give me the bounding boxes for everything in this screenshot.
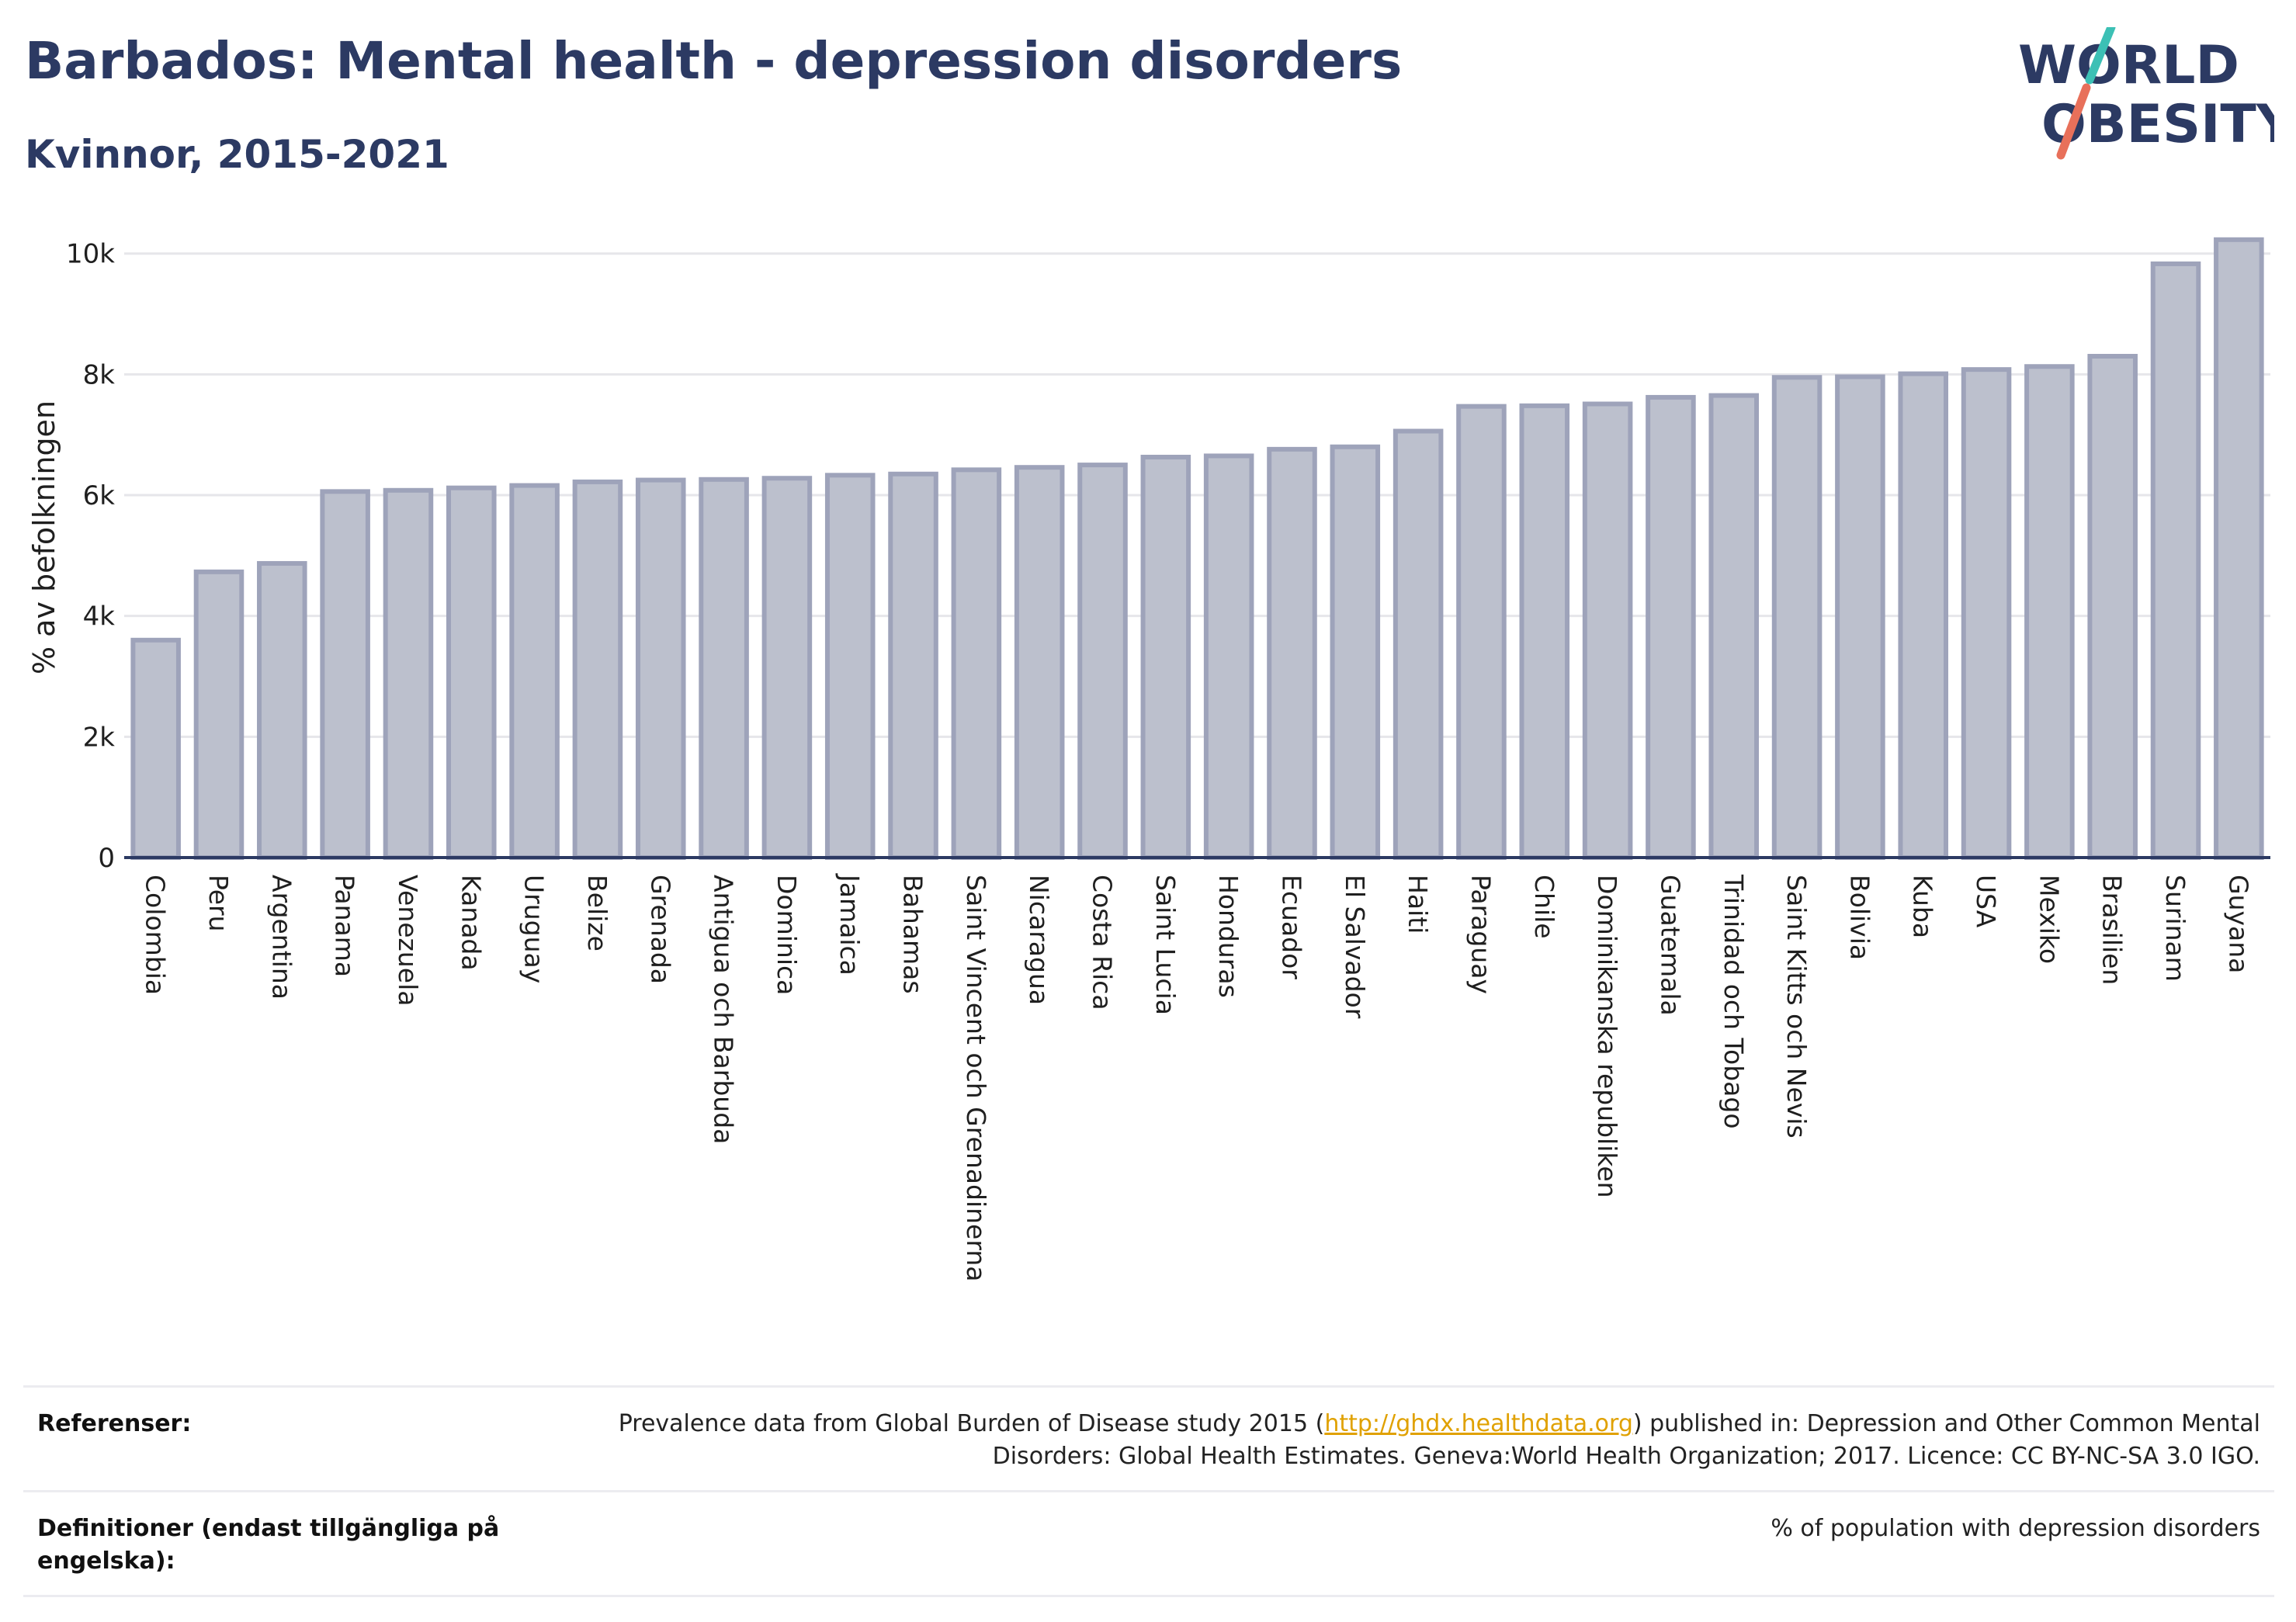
x-tick-label: Kanada: [456, 875, 486, 971]
references-row: Referenser: Prevalence data from Global …: [23, 1385, 2274, 1490]
x-tick-label: Honduras: [1213, 875, 1243, 998]
bar[interactable]: [1267, 446, 1317, 860]
chart-subtitle: Kvinnor, 2015-2021: [25, 132, 449, 177]
bar[interactable]: [1330, 444, 1381, 860]
references-text-before: Prevalence data from Global Burden of Di…: [618, 1410, 1325, 1437]
logo-slash-top: [2085, 27, 2116, 85]
x-tick-label: Panama: [330, 875, 360, 977]
bar[interactable]: [2214, 237, 2264, 860]
bar[interactable]: [257, 560, 307, 860]
x-tick-label: Colombia: [140, 875, 171, 995]
x-tick-label: Saint Lucia: [1150, 875, 1181, 1015]
bar[interactable]: [761, 476, 813, 861]
x-tick-label: Kuba: [1908, 875, 1938, 938]
bar[interactable]: [193, 569, 245, 860]
x-tick-label: Trinidad och Tobago: [1719, 874, 1749, 1129]
x-tick-label: Antigua och Barbuda: [709, 875, 739, 1144]
bar[interactable]: [2087, 354, 2138, 860]
chart-title: Barbados: Mental health - depression dis…: [25, 31, 1403, 91]
x-tick-label: Venezuela: [393, 875, 423, 1006]
bar[interactable]: [1140, 454, 1191, 860]
x-tick-label: Peru: [203, 875, 234, 932]
logo-text-world: WORLD: [2018, 35, 2239, 96]
bar[interactable]: [130, 637, 181, 861]
bar[interactable]: [2024, 364, 2075, 861]
footer: Referenser: Prevalence data from Global …: [23, 1385, 2274, 1597]
bar[interactable]: [383, 487, 434, 861]
x-tick-label: USA: [1971, 875, 2001, 928]
definitions-text: % of population with depression disorder…: [1771, 1515, 2260, 1542]
bar[interactable]: [1203, 453, 1254, 860]
x-tick-label: Surinam: [2160, 875, 2190, 982]
bar[interactable]: [888, 471, 938, 861]
x-tick-label: Grenada: [645, 875, 675, 984]
bar[interactable]: [1898, 371, 1948, 860]
x-tick-label: Dominica: [772, 875, 802, 995]
x-tick-label: Ecuador: [1276, 875, 1306, 979]
x-tick-label: El Salvador: [1340, 875, 1370, 1019]
bar[interactable]: [635, 477, 686, 861]
bar[interactable]: [951, 467, 1002, 860]
x-tick-label: Guatemala: [1655, 875, 1685, 1016]
x-tick-label: Saint Kitts och Nevis: [1781, 875, 1812, 1139]
x-tick-label: Nicaragua: [1024, 875, 1054, 1005]
bar[interactable]: [572, 479, 623, 860]
bar[interactable]: [1456, 404, 1507, 860]
references-link[interactable]: http://ghdx.healthdata.org: [1324, 1410, 1633, 1437]
bar[interactable]: [1771, 375, 1823, 860]
y-axis-title: % av befolkningen: [27, 400, 61, 674]
definitions-row: Definitioner (endast tillgängliga på eng…: [23, 1490, 2274, 1597]
y-tick-label: 8k: [83, 359, 116, 390]
references-label: Referenser:: [37, 1410, 192, 1437]
x-tick-label: Argentina: [266, 875, 297, 1000]
x-tick-label: Bahamas: [898, 875, 928, 994]
bar[interactable]: [1646, 394, 1696, 860]
bar[interactable]: [1014, 465, 1065, 860]
bar[interactable]: [2150, 261, 2201, 860]
bar[interactable]: [320, 489, 370, 860]
bar[interactable]: [699, 477, 749, 860]
x-tick-label: Bolivia: [1844, 875, 1875, 960]
bar[interactable]: [1393, 428, 1444, 860]
world-obesity-logo: WORLD OBESITY: [2018, 27, 2274, 160]
bar[interactable]: [1077, 463, 1128, 860]
bar[interactable]: [1582, 401, 1633, 860]
x-tick-label: Paraguay: [1465, 875, 1496, 994]
bar[interactable]: [1519, 403, 1570, 860]
x-tick-label: Chile: [1529, 875, 1559, 939]
bar[interactable]: [1708, 393, 1760, 860]
x-tick-label: Saint Vincent och Grenadinerna: [961, 875, 991, 1281]
x-tick-label: Costa Rica: [1087, 875, 1118, 1010]
bar[interactable]: [446, 485, 497, 860]
references-text: Prevalence data from Global Burden of Di…: [553, 1408, 2260, 1473]
logo-slash-bottom: [2056, 83, 2091, 160]
y-tick-label: 4k: [83, 601, 116, 633]
definitions-label: Definitioner (endast tillgängliga på eng…: [37, 1515, 500, 1575]
x-tick-label: Brasilien: [2097, 875, 2128, 985]
x-tick-label: Dominikanska republiken: [1592, 875, 1622, 1198]
bar[interactable]: [824, 473, 876, 860]
y-tick-label: 2k: [83, 722, 116, 753]
references-text-after: ) published in: Depression and Other Com…: [992, 1410, 2260, 1470]
bar[interactable]: [509, 483, 560, 860]
x-tick-label: Haiti: [1403, 875, 1433, 934]
y-tick-label: 6k: [83, 480, 116, 511]
x-tick-label: Guyana: [2223, 875, 2253, 973]
y-tick-label: 0: [98, 843, 115, 874]
x-tick-label: Belize: [582, 875, 612, 951]
x-tick-label: Mexiko: [2034, 875, 2064, 964]
x-tick-label: Jamaica: [834, 873, 865, 976]
bar-chart: 0 2k 4k 6k 8k 10k % av befolkningen Colombia Per…: [27, 237, 2270, 1281]
bar[interactable]: [1961, 367, 2012, 860]
x-tick-label: Uruguay: [519, 875, 550, 983]
bar[interactable]: [1835, 374, 1885, 861]
y-tick-label: 10k: [66, 239, 115, 270]
